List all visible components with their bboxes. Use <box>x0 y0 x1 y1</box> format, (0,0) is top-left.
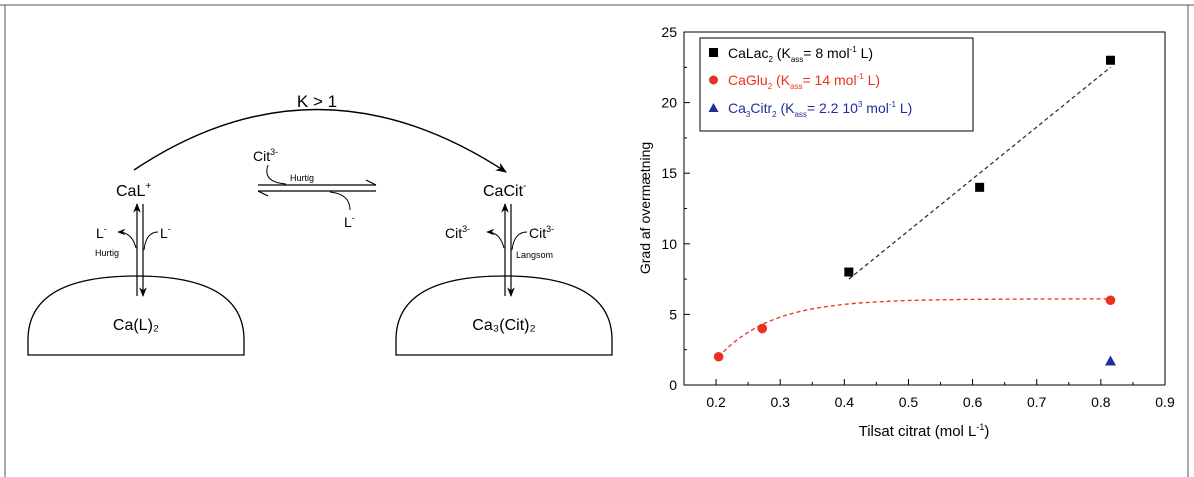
left-l-out-curve <box>117 228 137 249</box>
ligand-exit-curve <box>329 191 351 211</box>
reverse-half-head <box>257 190 269 197</box>
left-l-in: L- <box>160 224 171 241</box>
y-axis-label: Grad af overmætning <box>637 142 653 274</box>
x-tick-label: 0.7 <box>1027 394 1047 410</box>
x-tick-label: 0.8 <box>1091 394 1111 410</box>
right-cit-in: Cit3- <box>529 224 554 241</box>
x-tick-label: 0.2 <box>706 394 726 410</box>
point-calac <box>1105 55 1115 65</box>
right-rate-label: Langsom <box>516 250 553 260</box>
legend-box <box>699 37 974 132</box>
point-caglu <box>1105 295 1116 306</box>
forward-half-head <box>365 179 377 186</box>
x-tick-label: 0.9 <box>1155 394 1175 410</box>
reaction-scheme: K > 1 CaL+ CaCit- Cit3- Hurtig L- L- L- … <box>27 92 613 356</box>
left-l-out: L- <box>96 224 107 241</box>
y-tick-label: 15 <box>661 165 677 181</box>
fit-lines <box>718 66 1111 358</box>
top-ligand-label: L- <box>344 213 355 230</box>
point-calac <box>975 182 985 192</box>
fit-curve-1 <box>718 298 1111 358</box>
x-tick-label: 0.5 <box>899 394 919 410</box>
legend-entry-caglu: CaGlu2 (Kass= 14 mol-1 L) <box>728 72 880 91</box>
left-rate-label: Hurtig <box>95 248 119 258</box>
y-tick-label: 10 <box>661 236 677 252</box>
top-cit-label: Cit3- <box>253 147 278 164</box>
left-l-in-curve <box>143 231 159 251</box>
legend-entry-calac: CaLac2 (Kass= 8 mol-1 L) <box>728 45 873 64</box>
x-axis-label: Tilsat citrat (mol L-1) <box>859 422 990 440</box>
point-caglu <box>757 323 768 334</box>
supersaturation-chart: 0 5 10 15 20 25 0.2 0.3 0.4 0.5 0.6 0.7 0.8 0.9 Grad… <box>637 24 1175 440</box>
y-axis: 0 5 10 15 20 25 <box>661 24 690 393</box>
y-tick-label: 0 <box>669 377 677 393</box>
right-cit-out-curve <box>486 228 505 249</box>
top-fast-label: Hurtig <box>290 173 314 183</box>
k-label: K > 1 <box>297 92 337 111</box>
legend-marker-calac <box>709 48 718 57</box>
fit-line-0 <box>848 66 1111 280</box>
y-tick-label: 25 <box>661 24 677 40</box>
right-solid-label: Ca₃(Cit)₂ <box>472 317 535 334</box>
legend-marker-cacitr <box>708 103 719 112</box>
y-tick-label: 5 <box>669 306 677 322</box>
right-solid-dome <box>395 275 613 356</box>
x-tick-label: 0.6 <box>963 394 983 410</box>
equilibrium-arc-arrow <box>133 108 507 173</box>
data-points <box>713 55 1116 366</box>
point-cacitr <box>1104 355 1116 366</box>
legend-marker-caglu <box>709 75 718 85</box>
left-species: CaL+ <box>116 181 151 200</box>
right-cit-in-curve <box>511 231 528 251</box>
legend-entry-cacitr: Ca3Citr2 (Kass= 2.2 103 mol-1 L) <box>728 100 912 119</box>
legend: CaLac2 (Kass= 8 mol-1 L) CaGlu2 (Kass= 1… <box>699 37 974 132</box>
point-calac <box>844 267 854 277</box>
right-species: CaCit- <box>483 181 526 200</box>
right-cit-out: Cit3- <box>445 224 470 241</box>
cit-entry-curve <box>266 164 287 185</box>
point-caglu <box>713 351 724 362</box>
left-solid-label: Ca(L)₂ <box>113 317 159 334</box>
x-tick-label: 0.3 <box>770 394 790 410</box>
x-axis: 0.2 0.3 0.4 0.5 0.6 0.7 0.8 0.9 <box>683 379 1175 410</box>
left-solid-dome <box>27 275 245 356</box>
x-tick-label: 0.4 <box>835 394 855 410</box>
y-tick-label: 20 <box>661 95 677 111</box>
